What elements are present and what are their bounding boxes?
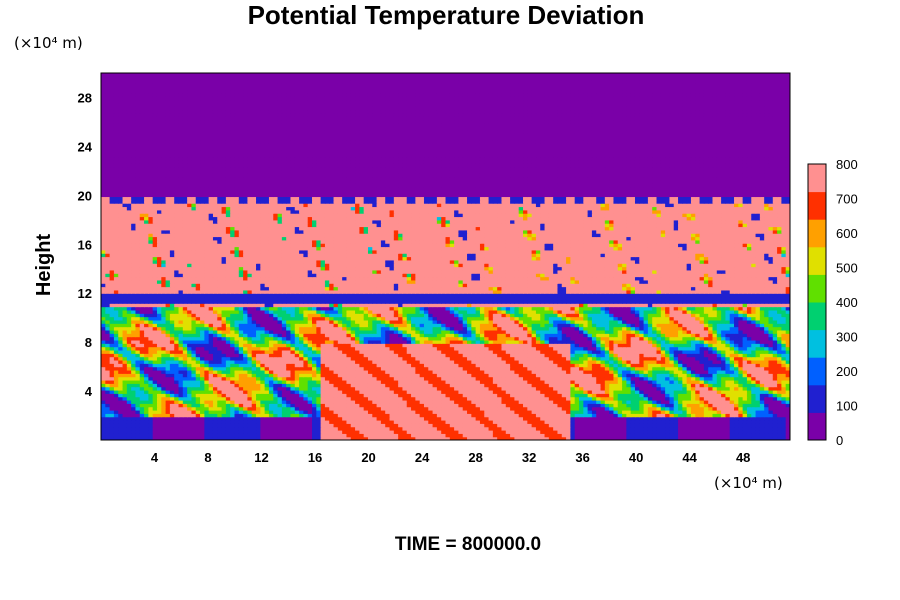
y-unit-label: (×10⁴ m) (14, 34, 83, 52)
heatmap-field (101, 73, 791, 441)
x-unit-label: (×10⁴ m) (714, 474, 783, 492)
y-axis-label: Height (33, 234, 55, 297)
chart-title: Potential Temperature Deviation (248, 0, 645, 30)
